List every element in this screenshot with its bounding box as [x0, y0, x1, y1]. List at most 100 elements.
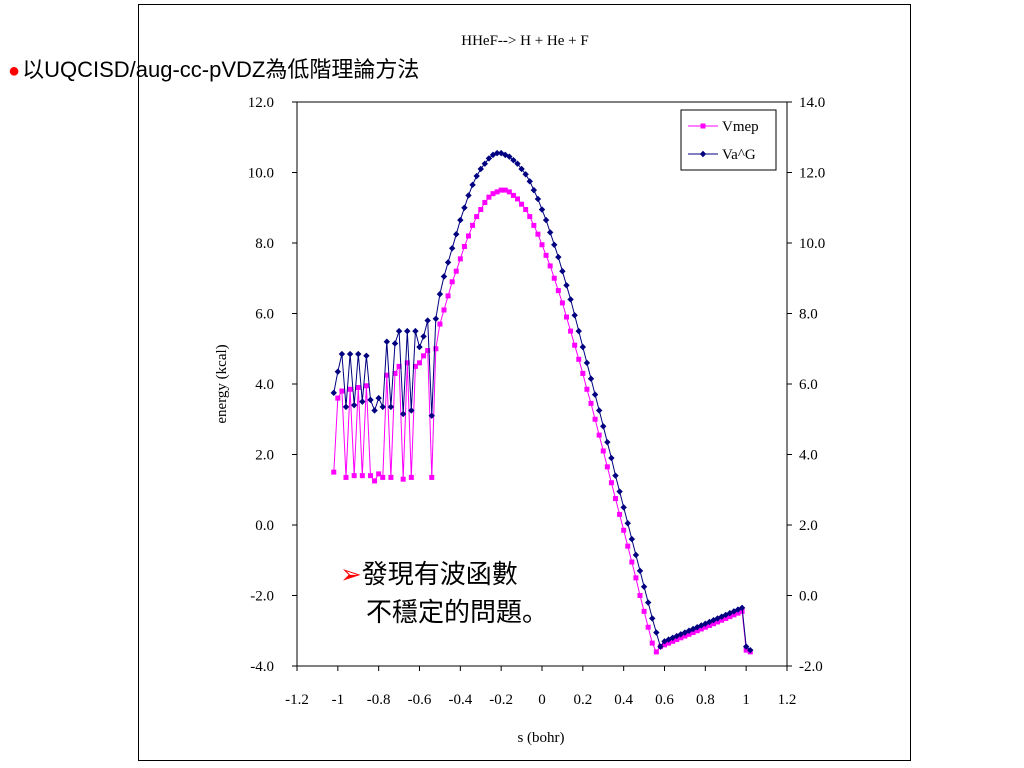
- data-point: [478, 207, 484, 213]
- data-point: [628, 535, 636, 543]
- x-tick-label: -0.6: [408, 692, 432, 708]
- data-point: [502, 187, 508, 193]
- arrow-bullet-icon: ➢: [340, 560, 362, 590]
- data-point: [604, 464, 610, 470]
- data-point: [538, 206, 546, 213]
- data-point: [412, 363, 418, 369]
- data-point: [506, 189, 512, 195]
- callout-note: ➢發現有波函數 不穩定的問題。: [340, 556, 548, 632]
- data-point: [591, 391, 599, 398]
- data-point: [686, 631, 692, 637]
- data-point: [490, 191, 496, 197]
- data-point: [706, 622, 712, 628]
- data-point: [613, 496, 618, 502]
- data-point: [391, 340, 399, 347]
- data-point: [572, 342, 578, 348]
- data-point: [632, 551, 640, 559]
- x-tick-label: -0.4: [448, 692, 472, 708]
- data-point: [526, 178, 533, 185]
- data-point: [604, 438, 611, 446]
- data-point: [674, 637, 680, 643]
- data-point: [347, 386, 353, 392]
- data-point: [644, 599, 652, 606]
- x-tick-label: 0.6: [655, 692, 674, 708]
- data-point: [571, 312, 578, 319]
- y2-tick-label: -2.0: [799, 659, 823, 675]
- data-point: [742, 643, 750, 650]
- data-point: [428, 412, 435, 419]
- data-point: [534, 195, 542, 203]
- data-point: [429, 474, 435, 480]
- data-point: [519, 201, 525, 207]
- y2-tick-label: 8.0: [799, 307, 818, 323]
- data-point: [669, 634, 676, 641]
- data-point: [404, 327, 411, 335]
- x-axis-title: s (bohr): [517, 730, 564, 746]
- data-point: [681, 629, 689, 636]
- data-point: [567, 296, 574, 303]
- y2-tick-label: 6.0: [799, 377, 818, 393]
- data-point: [730, 608, 738, 615]
- chart-title: HHeF--> H + He + F: [461, 33, 588, 49]
- data-point: [465, 192, 472, 199]
- ticks-layer: 12.010.08.06.04.02.00.0-2.0-4.014.012.01…: [248, 95, 826, 708]
- data-point: [711, 621, 716, 627]
- data-point: [494, 189, 500, 195]
- data-point: [359, 398, 366, 405]
- data-point: [469, 181, 476, 189]
- legend-label: Va^G: [722, 147, 756, 163]
- y2-tick-label: 4.0: [799, 448, 818, 464]
- data-point: [421, 353, 427, 359]
- data-point: [694, 628, 700, 634]
- data-point: [587, 375, 595, 382]
- data-point: [608, 454, 615, 462]
- legend-marker: [699, 150, 707, 158]
- data-point: [445, 293, 451, 299]
- data-point: [425, 348, 431, 354]
- data-point: [444, 259, 452, 266]
- callout-line-2: 不穩定的問題。: [366, 598, 549, 628]
- y-tick-label: 10.0: [248, 166, 274, 182]
- y-tick-label: 6.0: [255, 307, 274, 323]
- data-point: [649, 640, 655, 646]
- x-tick-label: 0.8: [696, 692, 715, 708]
- y-tick-label: 2.0: [255, 448, 274, 464]
- x-tick-label: -1: [332, 692, 345, 708]
- legend-box: [680, 109, 777, 171]
- data-point: [514, 160, 521, 167]
- data-point: [612, 472, 619, 479]
- data-point: [417, 360, 422, 366]
- series-vag: [330, 149, 754, 654]
- data-point: [575, 327, 582, 335]
- data-point: [384, 372, 390, 378]
- data-point: [689, 625, 697, 633]
- data-point: [388, 474, 394, 480]
- data-point: [440, 273, 448, 280]
- data-point: [363, 383, 369, 389]
- data-point: [653, 629, 660, 636]
- data-point: [625, 543, 631, 549]
- data-point: [334, 368, 342, 375]
- data-point: [485, 155, 493, 162]
- data-point: [690, 630, 696, 636]
- series-layer: [330, 149, 754, 655]
- data-point: [343, 474, 349, 480]
- data-point: [380, 474, 386, 480]
- y2-tick-label: 12.0: [799, 166, 825, 182]
- data-point: [653, 649, 659, 655]
- data-point: [441, 307, 447, 313]
- data-point: [510, 192, 516, 198]
- data-point: [640, 583, 648, 590]
- data-point: [331, 469, 337, 475]
- data-point: [620, 504, 627, 511]
- data-point: [636, 567, 644, 575]
- data-point: [568, 328, 574, 334]
- data-point: [718, 613, 725, 620]
- data-point: [666, 640, 672, 646]
- data-point: [453, 230, 460, 238]
- data-point: [608, 480, 614, 486]
- data-point: [371, 407, 378, 414]
- data-point: [747, 646, 754, 654]
- data-point: [453, 268, 459, 274]
- data-point: [555, 253, 562, 261]
